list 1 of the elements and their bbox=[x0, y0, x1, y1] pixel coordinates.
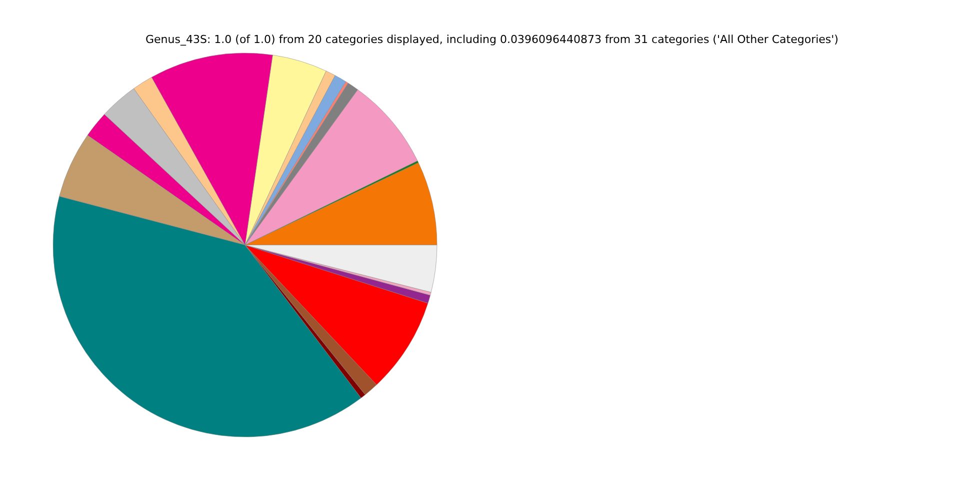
text: Genus_43S: 1.0 (of 1.0) from 20 categories displayed, including 0.0396096440873 from 31 categories ('All Other Categories') bbox=[146, 33, 838, 46]
